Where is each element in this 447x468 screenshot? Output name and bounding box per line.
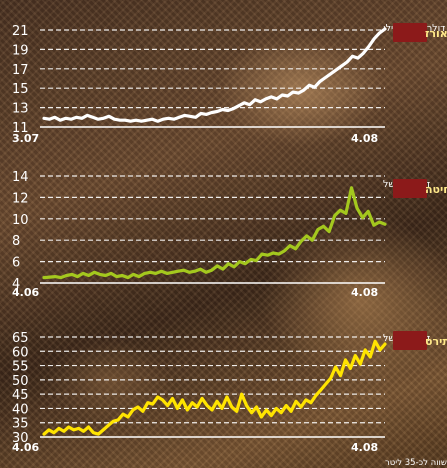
chart-title: אורז (425, 27, 447, 40)
chart-1: 468101214דולר לבושל4.064.08חיטה (12, 170, 447, 299)
chart-title: חיטה (425, 183, 447, 196)
series-line (42, 186, 387, 280)
x-start-label: 4.06 (12, 441, 39, 454)
series-line (42, 339, 387, 436)
x-start-label: 3.07 (12, 132, 39, 145)
title-badge (393, 331, 427, 350)
y-tick-label: 15 (12, 82, 29, 97)
y-tick-label: 11 (12, 121, 29, 136)
y-tick-label: 17 (12, 63, 29, 78)
y-tick-label: 45 (12, 388, 29, 403)
y-tick-label: 6 (12, 256, 20, 271)
y-tick-label: 10 (12, 213, 29, 228)
y-tick-label: 30 (12, 431, 29, 446)
y-tick-label: 4 (12, 277, 20, 292)
y-tick-label: 21 (12, 24, 29, 39)
y-tick-label: 14 (12, 170, 29, 185)
y-tick-label: 50 (12, 374, 29, 389)
x-end-label: 4.08 (351, 132, 378, 145)
y-tick-label: 19 (12, 43, 29, 58)
y-tick-label: 65 (12, 331, 29, 346)
title-badge (393, 179, 427, 198)
x-end-label: 4.08 (351, 286, 378, 299)
x-end-label: 4.08 (351, 441, 378, 454)
chart-title: תירס (425, 335, 447, 348)
y-tick-label: 12 (12, 191, 29, 206)
y-tick-label: 55 (12, 360, 29, 375)
footnote: בושל - יחידת נפח השווה לכ-35 ליטר (385, 458, 447, 468)
y-tick-label: 13 (12, 102, 29, 117)
y-tick-label: 8 (12, 234, 20, 249)
series-line (42, 27, 387, 123)
title-badge (393, 23, 427, 42)
y-tick-label: 35 (12, 417, 29, 432)
y-tick-label: 60 (12, 345, 29, 360)
x-start-label: 4.06 (12, 286, 39, 299)
y-tick-label: 40 (12, 402, 29, 417)
